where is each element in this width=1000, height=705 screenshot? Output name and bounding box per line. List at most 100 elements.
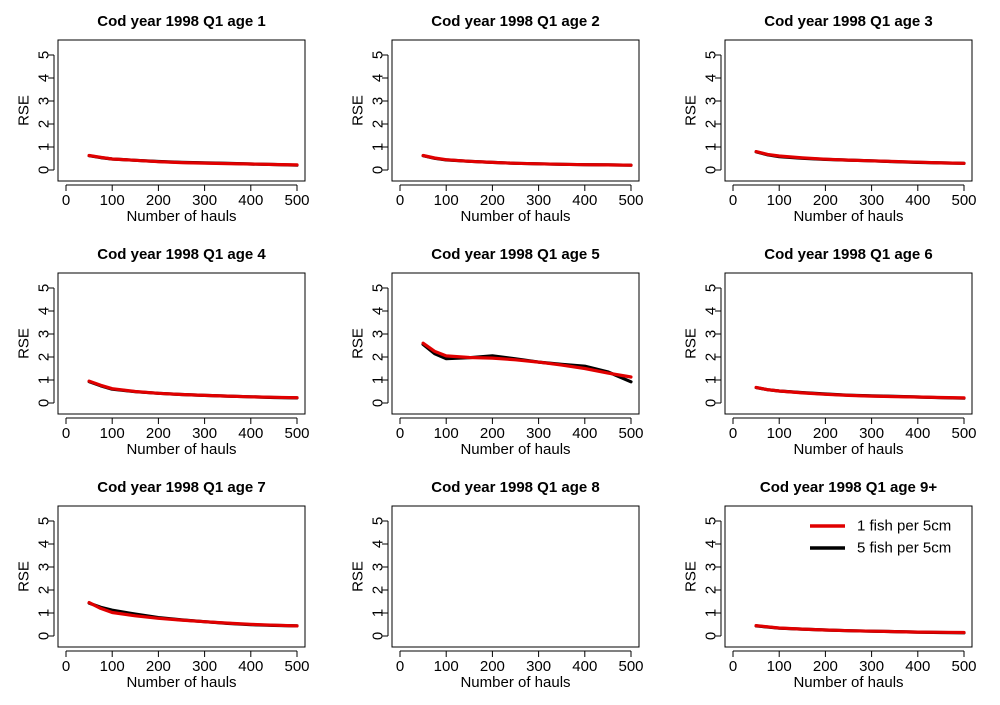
y-tick-label: 0	[36, 632, 53, 640]
x-axis-label: Number of hauls	[126, 208, 236, 225]
x-axis-label: Number of hauls	[793, 441, 903, 458]
x-tick-label: 200	[480, 658, 505, 675]
x-axis-label: Number of hauls	[126, 441, 236, 458]
panel-7: Cod year 1998 Q1 age 7 0 100 200 300 400 500 Nu…	[16, 479, 310, 691]
y-axis-label: RSE	[683, 95, 700, 126]
series-line-1-fish	[87, 600, 299, 628]
y-tick-label: 3	[703, 330, 720, 338]
y-tick-label: 4	[36, 307, 53, 315]
x-tick-label: 500	[951, 425, 976, 442]
plot-frame	[57, 505, 306, 648]
plot-frame	[57, 272, 306, 415]
x-tick-label: 300	[192, 658, 217, 675]
x-tick-label: 0	[62, 425, 70, 442]
y-axis-label: RSE	[16, 328, 33, 359]
x-tick-label: 300	[859, 192, 884, 209]
panel-6: Cod year 1998 Q1 age 6 0 100 200 300 400 500 Nu…	[683, 246, 977, 458]
x-tick-label: 100	[434, 658, 459, 675]
y-tick-label: 1	[370, 376, 387, 384]
panel-8: Cod year 1998 Q1 age 8 0 100 200 300 400 500 Nu…	[350, 479, 644, 691]
plot-frame	[391, 505, 640, 648]
x-axis-label: Number of hauls	[126, 674, 236, 691]
y-tick-label: 3	[370, 330, 387, 338]
x-tick-label: 300	[859, 658, 884, 675]
x-axis-label: Number of hauls	[460, 208, 570, 225]
x-tick-label: 500	[951, 192, 976, 209]
series-line-5-fish	[421, 342, 633, 384]
panel-title: Cod year 1998 Q1 age 4	[97, 246, 266, 263]
y-tick-label: 0	[703, 632, 720, 640]
y-tick-label: 3	[36, 563, 53, 571]
x-axis-label: Number of hauls	[793, 208, 903, 225]
series-line-1-fish	[87, 379, 299, 400]
x-tick-label: 400	[238, 425, 263, 442]
x-tick-label: 500	[951, 658, 976, 675]
plot-frame	[391, 39, 640, 182]
x-tick-label: 0	[396, 658, 404, 675]
x-tick-label: 100	[767, 192, 792, 209]
x-tick-label: 400	[905, 192, 930, 209]
x-tick-label: 300	[192, 192, 217, 209]
panel-title: Cod year 1998 Q1 age 5	[431, 246, 599, 263]
y-tick-label: 2	[370, 120, 387, 128]
plot-frame	[724, 39, 973, 182]
panel-2: Cod year 1998 Q1 age 2 0 100 200 300 400 500 Nu…	[350, 13, 644, 225]
y-tick-label: 0	[703, 166, 720, 174]
y-tick-label: 2	[36, 120, 53, 128]
y-tick-label: 0	[36, 399, 53, 407]
plot-frame	[391, 272, 640, 415]
y-axis-label: RSE	[683, 328, 700, 359]
y-tick-label: 2	[703, 353, 720, 361]
y-tick-label: 4	[370, 74, 387, 82]
x-tick-label: 400	[572, 425, 597, 442]
x-tick-label: 500	[284, 658, 309, 675]
y-tick-label: 1	[36, 376, 53, 384]
y-tick-label: 4	[370, 540, 387, 548]
x-tick-label: 0	[729, 425, 737, 442]
series-line-1-fish	[421, 341, 633, 379]
y-tick-label: 4	[370, 307, 387, 315]
x-axis-label: Number of hauls	[460, 441, 570, 458]
x-tick-label: 100	[767, 425, 792, 442]
x-tick-label: 300	[859, 425, 884, 442]
y-tick-label: 1	[703, 609, 720, 617]
y-tick-label: 4	[703, 540, 720, 548]
y-tick-label: 0	[370, 399, 387, 407]
x-tick-label: 500	[284, 425, 309, 442]
x-tick-label: 200	[813, 192, 838, 209]
x-tick-label: 400	[238, 658, 263, 675]
panel-4: Cod year 1998 Q1 age 4 0 100 200 300 400 500 Nu…	[16, 246, 310, 458]
x-tick-label: 400	[905, 425, 930, 442]
series-line-1-fish	[754, 150, 966, 165]
y-axis-label: RSE	[16, 95, 33, 126]
y-tick-label: 2	[36, 586, 53, 594]
y-tick-label: 1	[703, 143, 720, 151]
x-tick-label: 0	[729, 658, 737, 675]
y-axis-label: RSE	[350, 561, 367, 592]
panel-title: Cod year 1998 Q1 age 2	[431, 13, 599, 30]
y-tick-label: 3	[370, 563, 387, 571]
y-tick-label: 3	[36, 330, 53, 338]
panel-title: Cod year 1998 Q1 age 3	[764, 13, 932, 30]
x-tick-label: 200	[146, 425, 171, 442]
x-tick-label: 400	[905, 658, 930, 675]
y-tick-label: 0	[703, 399, 720, 407]
series-line-1-fish	[754, 623, 966, 635]
x-tick-label: 100	[767, 658, 792, 675]
plot-frame	[57, 39, 306, 182]
x-tick-label: 0	[396, 192, 404, 209]
panel-3: Cod year 1998 Q1 age 3 0 100 200 300 400 500 Nu…	[683, 13, 977, 225]
y-tick-label: 3	[36, 97, 53, 105]
y-tick-label: 5	[370, 517, 387, 525]
x-tick-label: 100	[100, 192, 125, 209]
x-tick-label: 200	[480, 425, 505, 442]
y-tick-label: 5	[703, 284, 720, 292]
y-tick-label: 4	[36, 540, 53, 548]
y-tick-label: 3	[703, 97, 720, 105]
y-tick-label: 1	[370, 609, 387, 617]
y-tick-label: 4	[703, 307, 720, 315]
plot-frame	[724, 272, 973, 415]
series-line-1-fish	[421, 153, 633, 167]
series-line-1-fish	[87, 153, 299, 167]
